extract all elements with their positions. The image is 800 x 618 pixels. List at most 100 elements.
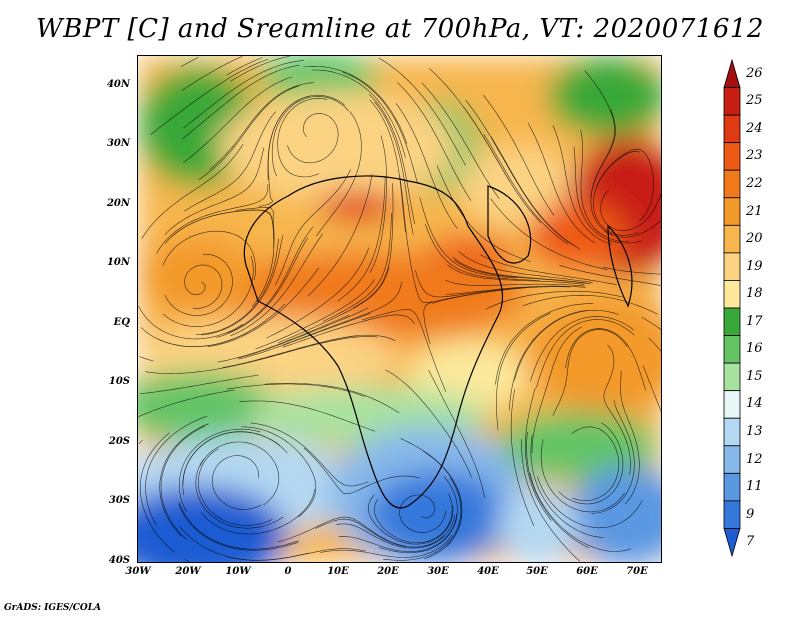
streamline xyxy=(603,344,631,476)
lon-label-30e: 30E xyxy=(427,566,449,577)
colorbar-label: 20 xyxy=(746,231,763,247)
streamline xyxy=(559,265,661,286)
lat-label-30s: 30S xyxy=(108,495,130,506)
streamline xyxy=(307,174,373,297)
streamline xyxy=(179,526,310,561)
streamline xyxy=(226,383,366,397)
colorbar-label: 16 xyxy=(746,341,763,357)
colorbar-swatch xyxy=(723,390,741,419)
streamline xyxy=(277,516,406,547)
colorbar-swatch xyxy=(723,197,741,226)
streamline xyxy=(282,281,402,346)
streamline xyxy=(527,122,596,244)
streamline xyxy=(400,438,463,547)
lon-label-20e: 20E xyxy=(377,566,399,577)
streamline xyxy=(496,312,551,431)
streamline xyxy=(530,316,634,382)
streamline xyxy=(395,103,458,229)
colorbar-swatch xyxy=(723,417,741,447)
lat-label-40n: 40N xyxy=(106,79,130,90)
streamline xyxy=(264,383,400,414)
streamline xyxy=(303,447,421,495)
streamline xyxy=(201,235,284,336)
streamline xyxy=(235,206,275,307)
streamline xyxy=(282,314,416,348)
streamline xyxy=(604,219,661,238)
streamline xyxy=(397,82,472,201)
colorbar-swatch xyxy=(723,252,741,281)
colorbar-swatch xyxy=(723,445,741,474)
streamline xyxy=(537,476,643,529)
lon-label-40e: 40E xyxy=(477,566,499,577)
streamline xyxy=(493,141,581,250)
colorbar-swatch xyxy=(723,472,741,502)
streamline xyxy=(421,82,500,199)
streamline xyxy=(150,58,269,135)
streamline xyxy=(458,250,593,283)
streamline xyxy=(266,247,370,339)
streamline xyxy=(368,94,416,225)
lon-label-10e: 10E xyxy=(327,566,349,577)
streamline xyxy=(552,125,613,245)
streamline xyxy=(216,237,309,338)
lat-label-20s: 20S xyxy=(108,436,130,447)
streamline xyxy=(490,198,608,270)
streamline xyxy=(531,326,582,454)
streamline xyxy=(571,426,620,501)
streamline xyxy=(378,476,458,554)
streamline xyxy=(184,111,276,212)
colorbar-swatch xyxy=(723,528,741,558)
streamline xyxy=(399,494,447,533)
streamline xyxy=(369,135,388,273)
streamline xyxy=(164,147,265,235)
colorbar-label: 9 xyxy=(746,506,755,522)
colorbar-label: 22 xyxy=(746,176,763,191)
colorbar-label: 14 xyxy=(746,396,763,412)
streamline xyxy=(374,101,414,235)
colorbar-swatch xyxy=(723,87,741,116)
lon-label-50e: 50E xyxy=(526,566,548,577)
colorbar-label: 23 xyxy=(746,148,763,164)
streamline xyxy=(536,319,635,388)
streamline xyxy=(198,85,300,181)
streamline xyxy=(452,256,589,284)
streamline xyxy=(648,337,661,352)
streamline xyxy=(428,369,485,498)
streamline xyxy=(271,96,349,177)
lon-label-70e: 70E xyxy=(626,566,648,577)
colorbar-label: 12 xyxy=(746,451,763,467)
lon-label-20w: 20W xyxy=(175,566,201,577)
colorbar-swatch xyxy=(723,280,741,309)
streamline xyxy=(145,353,284,374)
streamline xyxy=(178,503,299,551)
streamline xyxy=(315,518,445,548)
streamline xyxy=(183,76,293,164)
streamline xyxy=(139,432,175,553)
colorbar-label: 24 xyxy=(746,120,763,136)
streamline xyxy=(323,212,392,322)
streamline xyxy=(237,307,369,359)
streamline xyxy=(274,169,351,286)
streamline xyxy=(490,136,576,247)
streamline xyxy=(485,290,623,310)
lat-label-10n: 10N xyxy=(106,257,130,268)
lat-label-30n: 30N xyxy=(106,138,130,149)
streamline xyxy=(419,197,517,279)
streamline xyxy=(338,513,458,553)
streamline xyxy=(184,264,223,309)
streamline xyxy=(227,226,314,334)
streamline xyxy=(642,365,661,412)
coastlines xyxy=(243,175,633,509)
streamline xyxy=(415,270,540,298)
streamline xyxy=(580,129,630,242)
colorbar-swatch xyxy=(723,500,741,529)
streamline xyxy=(139,356,154,362)
colorbar-swatch xyxy=(723,169,741,199)
streamline xyxy=(483,134,569,245)
colorbar-swatch xyxy=(723,335,741,364)
streamline xyxy=(641,317,661,330)
wbpt-field-map xyxy=(138,56,661,562)
streamline xyxy=(399,175,433,304)
streamline xyxy=(311,69,406,159)
streamline xyxy=(600,190,661,232)
